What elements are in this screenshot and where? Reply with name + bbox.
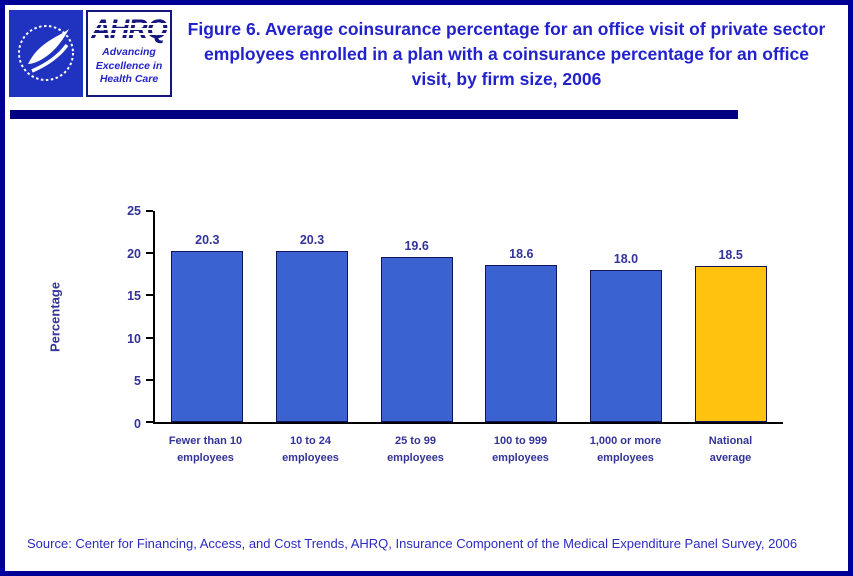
y-axis: 0 5 10 15 20 25 [101, 204, 147, 431]
bar-value-label: 18.6 [509, 247, 534, 262]
ahrq-tagline: Advancing Excellence in Health Care [88, 46, 170, 87]
header-divider [10, 110, 738, 119]
x-category-label: Fewer than 10 employees [168, 435, 243, 465]
bar-national-average [694, 265, 767, 422]
ahrq-wordmark-text: AHRQ [91, 14, 167, 44]
x-category-label: National average [708, 435, 753, 465]
ahrq-tagline-line: Health Care [99, 73, 159, 86]
bar-value-label: 18.0 [613, 252, 639, 267]
bar-slot: 19.6 [365, 211, 469, 422]
bar-slot: 20.3 [155, 211, 259, 422]
bar-value-label: 20.3 [299, 232, 325, 247]
bar-slot: 18.6 [469, 211, 573, 422]
y-tick-label: 10 [127, 331, 141, 346]
y-tick-label: 15 [127, 289, 141, 304]
y-tick-mark [146, 294, 153, 297]
y-tick-mark [146, 336, 153, 339]
figure-title: Figure 6. Average coinsurance percentage… [187, 19, 826, 89]
x-category-label: 1,000 or more employees [589, 435, 662, 465]
x-category-label: 25 to 99 employees [387, 435, 444, 465]
bar-firm-size [380, 256, 453, 422]
x-category-label: 100 to 999 employees [492, 435, 549, 465]
y-tick-label: 0 [134, 417, 141, 431]
ahrq-logo: AHRQ Advancing Excellence in Health Care [86, 10, 172, 97]
bar-slot: 20.3 [260, 211, 364, 422]
y-tick-label: 20 [127, 246, 141, 261]
bar-value-label: 18.5 [718, 247, 743, 262]
ahrq-tagline-line: Excellence in [95, 59, 163, 72]
x-category-label: 10 to 24 employees [282, 435, 339, 465]
plot-area: 20.3 20.3 19.6 18.6 18.0 18.5 [146, 210, 783, 424]
y-tick-mark [146, 378, 153, 381]
bar-firm-size [275, 250, 348, 422]
bar-firm-size [589, 270, 662, 422]
y-tick-mark [146, 210, 153, 212]
logo-group: AHRQ Advancing Excellence in Health Care [9, 10, 172, 97]
ahrq-tagline-line: Advancing [102, 46, 156, 58]
bar-slot: 18.0 [574, 211, 678, 422]
bar-value-label: 19.6 [404, 238, 429, 253]
y-axis-title: Percentage [47, 281, 63, 353]
x-axis-labels: Fewer than 10 employees 10 to 24 employee… [153, 433, 783, 467]
bar-value-label: 20.3 [195, 232, 220, 247]
hhs-seal-icon [9, 10, 83, 97]
ahrq-wordmark: AHRQ [89, 14, 169, 44]
bar-firm-size [485, 265, 558, 422]
y-tick-mark [146, 421, 153, 423]
bar-slot: 18.5 [679, 211, 783, 422]
bar-firm-size [171, 250, 244, 422]
y-tick-label: 5 [134, 374, 141, 389]
y-tick-mark [146, 252, 153, 255]
ahrq-wordmark-stripes-icon [89, 23, 169, 25]
y-tick-label: 25 [127, 204, 141, 218]
source-note: Source: Center for Financing, Access, an… [27, 536, 798, 551]
